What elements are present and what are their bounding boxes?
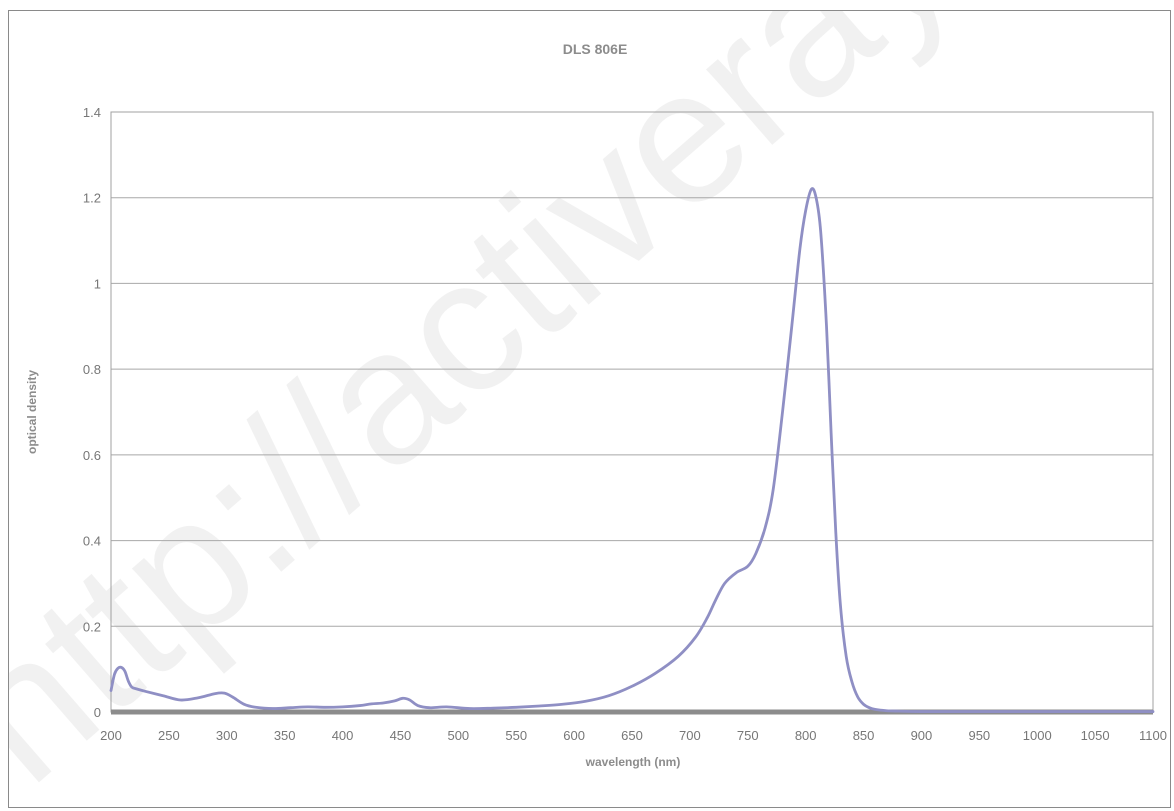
y-axis-label: optical density	[25, 370, 39, 454]
watermark-text: http://activeraysci.com	[9, 11, 1170, 807]
x-tick-label: 800	[795, 728, 817, 743]
x-tick-label: 1100	[1139, 728, 1167, 743]
y-tick-label: 1.2	[83, 191, 101, 206]
chart-frame: http://activeraysci.com DLS 806E 0 0.2 0.4…	[8, 10, 1171, 808]
x-tick-label: 250	[158, 728, 180, 743]
x-tick-label: 950	[968, 728, 990, 743]
x-tick-label: 600	[563, 728, 585, 743]
x-tick-label: 1000	[1023, 728, 1052, 743]
chart-title: DLS 806E	[563, 41, 628, 57]
x-tick-label: 300	[216, 728, 238, 743]
x-tick-label: 450	[390, 728, 412, 743]
x-tick-label: 200	[100, 728, 122, 743]
y-tick-label: 0.2	[83, 619, 101, 634]
x-tick-label: 350	[274, 728, 296, 743]
y-tick-label: 0.8	[83, 362, 101, 377]
y-tick-label: 0	[94, 705, 101, 720]
x-tick-label: 700	[679, 728, 701, 743]
y-tick-label: 1	[94, 276, 101, 291]
x-tick-label: 400	[332, 728, 354, 743]
x-tick-label: 750	[737, 728, 759, 743]
x-tick-label: 1050	[1081, 728, 1110, 743]
x-tick-label: 500	[447, 728, 469, 743]
x-axis-label: wavelength (nm)	[585, 755, 681, 769]
series-line-dls-806e	[109, 187, 1155, 714]
x-tick-labels: 200 250 300 350 400 450 500 550 600 650 700 750 800 8…	[100, 728, 1167, 743]
x-tick-label: 900	[911, 728, 933, 743]
y-tick-labels: 0 0.2 0.4 0.6 0.8 1 1.2 1.4	[83, 105, 101, 720]
y-tick-label: 0.6	[83, 448, 101, 463]
y-tick-label: 0.4	[83, 534, 101, 549]
x-tick-label: 550	[505, 728, 527, 743]
x-tick-label: 850	[853, 728, 875, 743]
x-tick-label: 650	[621, 728, 643, 743]
chart-svg: http://activeraysci.com DLS 806E 0 0.2 0.4…	[9, 11, 1170, 807]
y-tick-label: 1.4	[83, 105, 101, 120]
